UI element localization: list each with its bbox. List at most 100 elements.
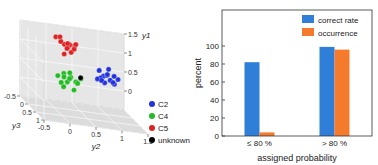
tick	[222, 46, 225, 47]
bar	[335, 50, 350, 136]
legend-label: unknown	[158, 136, 190, 145]
point	[78, 75, 83, 80]
tick	[124, 53, 127, 54]
grid-line	[20, 20, 124, 110]
tick-label: 40	[210, 96, 219, 105]
grid-line	[98, 31, 122, 131]
tick-label: 1.5	[128, 31, 138, 38]
bar	[245, 62, 260, 136]
grid-line	[20, 20, 124, 44]
tick	[124, 91, 127, 92]
tick-label: -0.5	[38, 124, 50, 131]
tick	[17, 96, 20, 97]
tick	[124, 34, 127, 35]
bar-panel: 0 20 40 60 80 100 ≤ 80 % > 80 % assigned probabi…	[193, 10, 372, 163]
tick-label: -0.5	[4, 93, 16, 100]
tick	[222, 136, 225, 137]
point	[105, 72, 110, 77]
point	[65, 41, 70, 46]
tick	[222, 118, 225, 119]
point	[112, 74, 117, 79]
scatter3d-panel: -0.500.51-0.500.511.500.511.5y3y2y1C2C4C…	[4, 20, 190, 151]
legend-label: C4	[158, 112, 169, 121]
tick	[222, 64, 225, 65]
legend-label: C5	[158, 124, 169, 133]
tick-label: 0	[20, 101, 24, 108]
legend-swatch	[302, 15, 314, 23]
grid-line	[36, 36, 140, 126]
axis-label: percent	[193, 57, 203, 88]
point	[55, 73, 60, 78]
tick	[25, 104, 28, 105]
tick-label: 0.5	[22, 109, 32, 116]
legend-label: occurrence	[318, 29, 358, 38]
point	[59, 80, 64, 85]
bars	[245, 47, 350, 136]
grid-line	[20, 58, 124, 82]
point	[72, 47, 77, 52]
point	[58, 39, 63, 44]
axis-label: y3	[11, 121, 21, 130]
point	[71, 87, 76, 92]
legend-marker	[149, 125, 155, 131]
legend-marker	[149, 137, 155, 143]
tick	[70, 124, 71, 127]
legend: correct rate occurrence	[302, 15, 359, 38]
point	[65, 41, 70, 46]
tick-label: 0.5	[128, 69, 138, 76]
legend-label: C2	[158, 100, 169, 109]
tick-label: 80	[210, 60, 219, 69]
tick	[44, 120, 45, 123]
tick-label: 1	[120, 135, 124, 142]
legend-marker	[149, 113, 155, 119]
point	[104, 73, 109, 78]
grid-line	[20, 77, 124, 101]
grid-line	[44, 44, 148, 134]
tick	[148, 134, 149, 137]
tick	[33, 112, 36, 113]
tick-label: 0	[68, 128, 72, 135]
tick-label: 60	[210, 78, 219, 87]
axis-label: y2	[91, 142, 101, 151]
tick	[96, 127, 97, 130]
figure: -0.500.51-0.500.511.500.511.5y3y2y1C2C4C…	[0, 0, 378, 165]
point	[75, 81, 80, 86]
tick	[222, 100, 225, 101]
grid-line	[46, 24, 70, 124]
tick-label: 1	[36, 117, 40, 124]
legend-marker	[149, 101, 155, 107]
tick	[41, 120, 44, 121]
tick-label: 20	[210, 114, 219, 123]
tick-label: 0	[215, 132, 220, 141]
point	[61, 74, 66, 79]
bar	[320, 47, 335, 136]
legend-swatch	[302, 28, 314, 36]
point	[78, 76, 83, 81]
point	[67, 70, 72, 75]
point	[62, 51, 67, 56]
legend-label: correct rate	[318, 16, 359, 25]
tick-label: 0	[128, 88, 132, 95]
grid-line	[124, 34, 148, 134]
point	[64, 46, 69, 51]
point	[99, 78, 104, 83]
tick	[122, 131, 123, 134]
point	[110, 80, 115, 85]
legend: C2 C4 C5 unknown	[149, 100, 190, 145]
tick-label: 100	[206, 42, 220, 51]
point	[106, 67, 111, 72]
tick-label: 1	[128, 50, 132, 57]
axis-label: y1	[141, 31, 150, 40]
category-label: > 80 %	[322, 139, 347, 148]
tick	[222, 82, 225, 83]
grid-line	[20, 39, 124, 63]
point	[97, 68, 102, 73]
tick	[124, 72, 127, 73]
tick-label: 0.5	[91, 131, 101, 138]
bar	[260, 132, 275, 136]
points	[53, 34, 120, 92]
category-label: ≤ 80 %	[247, 139, 272, 148]
point	[57, 34, 62, 39]
axis-label: assigned probability	[257, 153, 337, 163]
grid-line	[28, 28, 132, 118]
